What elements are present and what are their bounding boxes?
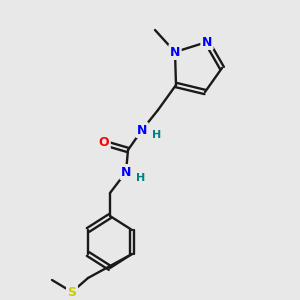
- Text: O: O: [99, 136, 109, 149]
- Text: H: H: [152, 130, 162, 140]
- Text: S: S: [68, 286, 76, 298]
- Text: N: N: [170, 46, 180, 59]
- Text: H: H: [136, 173, 146, 183]
- Text: N: N: [137, 124, 147, 136]
- Text: N: N: [202, 35, 212, 49]
- Text: N: N: [121, 166, 131, 178]
